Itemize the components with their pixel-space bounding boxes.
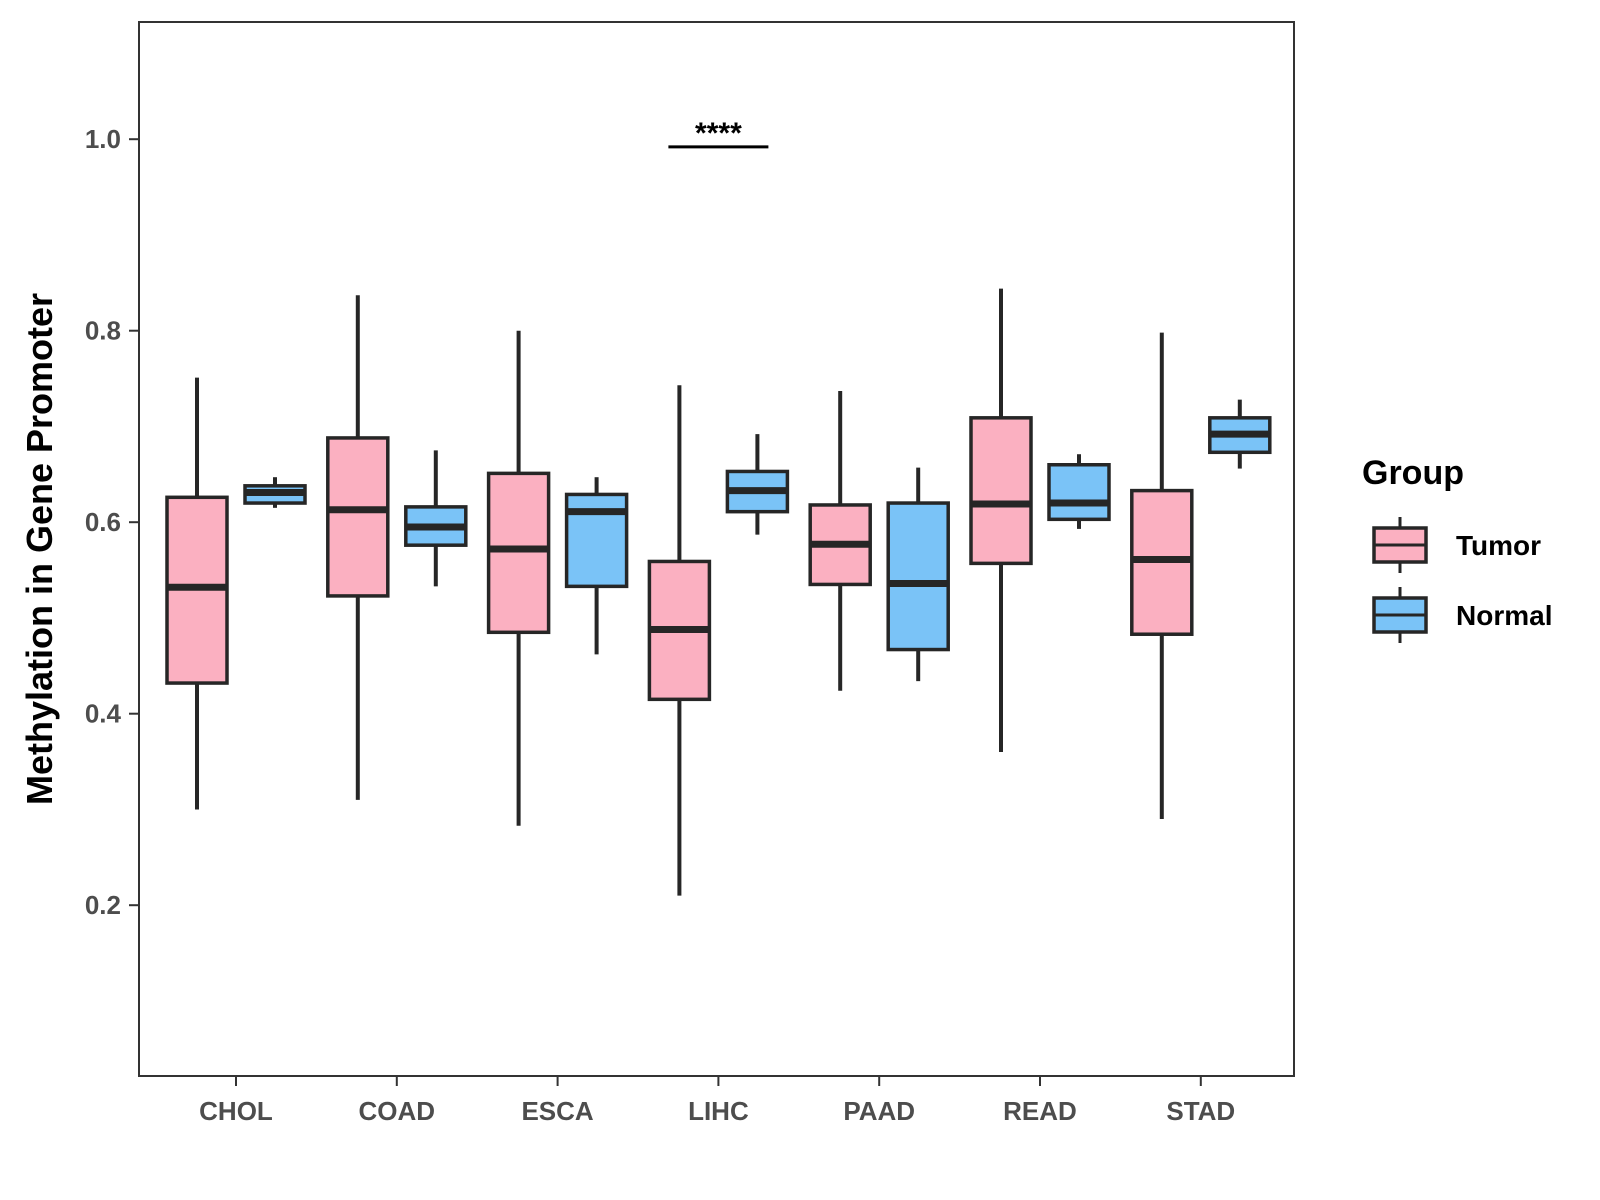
y-tick-label-0: 0.2 bbox=[85, 890, 121, 920]
x-tick-label-paad: PAAD bbox=[843, 1096, 915, 1126]
y-tick-label-3: 0.8 bbox=[85, 316, 121, 346]
x-tick-label-coad: COAD bbox=[359, 1096, 436, 1126]
x-tick-label-stad: STAD bbox=[1166, 1096, 1235, 1126]
box-coad-tumor bbox=[326, 436, 390, 598]
x-tick-label-lihc: LIHC bbox=[688, 1096, 749, 1126]
x-tick-label-esca: ESCA bbox=[521, 1096, 593, 1126]
box-esca-tumor bbox=[486, 471, 551, 635]
box-read-normal bbox=[1047, 463, 1111, 522]
box-read-tumor bbox=[969, 416, 1033, 566]
y-tick-label-4: 1.0 bbox=[85, 124, 121, 154]
boxes-layer bbox=[165, 288, 1272, 896]
legend-label-normal: Normal bbox=[1456, 600, 1552, 631]
x-tick-label-chol: CHOL bbox=[199, 1096, 273, 1126]
box-paad-normal bbox=[886, 501, 950, 652]
plot-panel-border bbox=[138, 21, 1295, 1077]
legend-title: Group bbox=[1362, 454, 1464, 492]
y-axis-label: Methylation in Gene Promoter bbox=[19, 293, 60, 805]
significance-label-0: **** bbox=[695, 117, 742, 150]
x-tick-label-read: READ bbox=[1003, 1096, 1077, 1126]
axes-layer: 0.2 0.4 0.6 0.8 1.0 CHOL COAD ESCA LIHC PAAD READ S… bbox=[85, 124, 1235, 1126]
y-tick-label-2: 0.6 bbox=[85, 507, 121, 537]
annotations-layer: **** bbox=[668, 117, 769, 150]
y-tick-label-1: 0.4 bbox=[85, 699, 122, 729]
legend: Group Tumor Normal bbox=[1362, 454, 1552, 643]
legend-label-tumor: Tumor bbox=[1456, 530, 1541, 561]
